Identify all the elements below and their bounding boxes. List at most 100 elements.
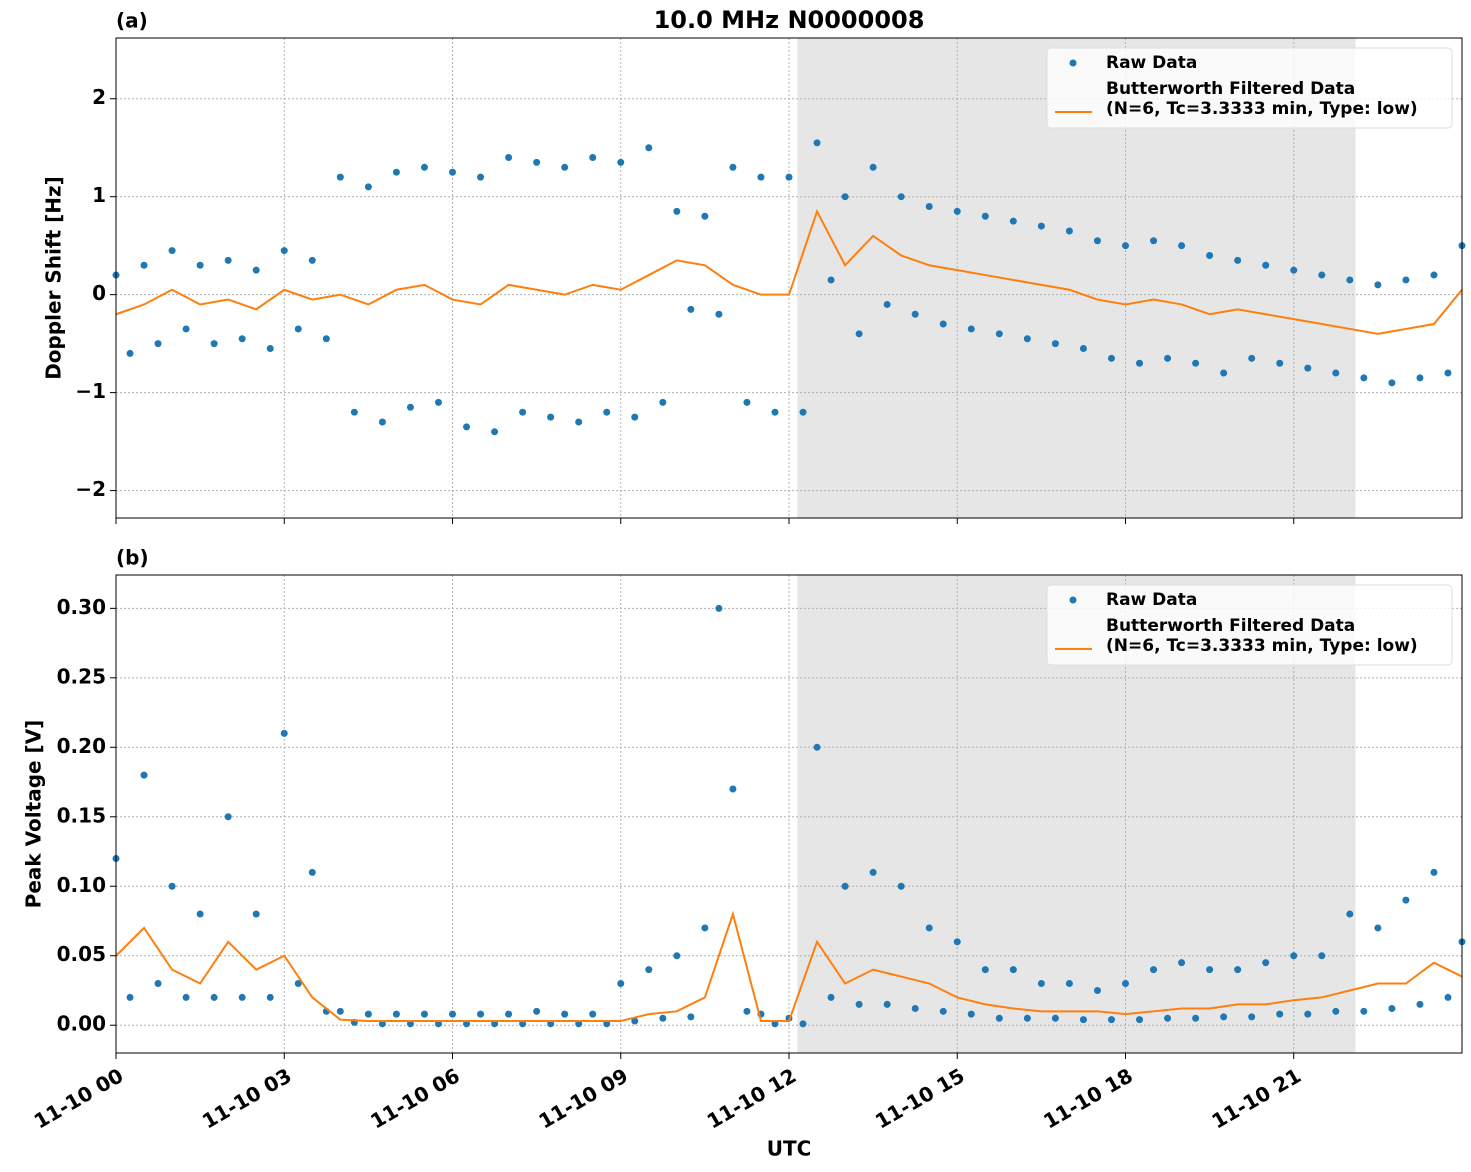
raw-point [1346, 910, 1354, 918]
raw-point [463, 1020, 471, 1028]
legend-marker [1069, 59, 1077, 67]
raw-point [463, 423, 471, 431]
raw-point [434, 1020, 442, 1028]
raw-point [911, 1005, 919, 1013]
raw-point [1248, 1013, 1256, 1021]
y-tick-label: 0.20 [57, 734, 106, 758]
raw-point [266, 345, 274, 353]
raw-point [182, 325, 190, 333]
raw-point [1374, 924, 1382, 932]
raw-point [1220, 1013, 1228, 1021]
raw-point [687, 305, 695, 313]
raw-point [406, 1020, 414, 1028]
y-tick-label: 0.00 [57, 1012, 106, 1036]
legend-label: Butterworth Filtered Data [1106, 79, 1355, 99]
raw-point [1346, 276, 1354, 284]
raw-point [799, 1020, 807, 1028]
raw-point [575, 1020, 583, 1028]
legend-box [1046, 584, 1453, 666]
raw-point [533, 1007, 541, 1015]
legend-label: Butterworth Filtered Data [1106, 616, 1355, 636]
raw-point [505, 1010, 513, 1018]
raw-point [196, 261, 204, 269]
raw-point [168, 247, 176, 255]
raw-point [547, 413, 555, 421]
raw-point [953, 207, 961, 215]
raw-point [883, 1000, 891, 1008]
y-tick-label: 0.15 [57, 803, 106, 827]
y-tick-label: 2 [92, 85, 106, 109]
legend-label: (N=6, Tc=3.3333 min, Type: low) [1106, 636, 1418, 656]
raw-point [434, 398, 442, 406]
raw-point [1009, 217, 1017, 225]
raw-point [224, 256, 232, 264]
raw-point [1150, 966, 1158, 974]
raw-point [771, 408, 779, 416]
x-tick-label: 11-10 15 [871, 1063, 969, 1133]
y-axis-label: Doppler Shift [Hz] [42, 176, 66, 380]
raw-point [925, 924, 933, 932]
x-tick-label: 11-10 12 [703, 1063, 801, 1133]
raw-point [154, 340, 162, 348]
raw-point [869, 163, 877, 171]
raw-point [603, 408, 611, 416]
filtered-line [115, 208, 1463, 335]
raw-point [981, 212, 989, 220]
raw-point [154, 980, 162, 988]
raw-point [967, 325, 975, 333]
raw-point [1262, 261, 1270, 269]
raw-point [967, 1010, 975, 1018]
raw-point [631, 1017, 639, 1025]
raw-point [1122, 242, 1129, 250]
raw-point [140, 261, 148, 269]
raw-point [266, 993, 274, 1001]
raw-point [1122, 980, 1129, 988]
raw-point [645, 144, 653, 152]
raw-point [1023, 1014, 1031, 1022]
raw-point [701, 924, 709, 932]
raw-point [547, 1020, 555, 1028]
raw-point [729, 785, 737, 793]
raw-point [645, 966, 653, 974]
raw-point [1178, 242, 1186, 250]
raw-point [743, 398, 751, 406]
raw-point [1388, 1005, 1396, 1013]
raw-point [1037, 222, 1045, 230]
raw-point [224, 813, 232, 821]
raw-point [589, 154, 597, 162]
raw-point [210, 993, 218, 1001]
raw-point [252, 266, 260, 274]
raw-point [785, 173, 793, 181]
raw-point [813, 139, 821, 147]
raw-point [1234, 966, 1242, 974]
raw-point [238, 993, 246, 1001]
raw-point [603, 1020, 611, 1028]
raw-point [126, 993, 134, 1001]
raw-point [1318, 952, 1326, 960]
x-tick-label: 11-10 18 [1039, 1063, 1137, 1133]
y-tick-label: 0.25 [57, 664, 106, 688]
chart-title: 10.0 MHz N0000008 [654, 6, 925, 34]
raw-point [939, 320, 947, 328]
y-tick-label: 0.05 [57, 942, 106, 966]
raw-point [995, 1014, 1003, 1022]
raw-point [364, 183, 372, 191]
x-axis-label: UTC [767, 1137, 812, 1161]
raw-point [1388, 379, 1396, 387]
raw-point [1023, 335, 1031, 343]
raw-point [196, 910, 204, 918]
raw-point [420, 163, 428, 171]
raw-point [491, 1020, 499, 1028]
x-tick-label: 11-10 00 [30, 1063, 128, 1133]
raw-point [1065, 227, 1073, 235]
raw-point [1164, 1014, 1172, 1022]
raw-point [715, 310, 723, 318]
raw-point [1009, 966, 1017, 974]
x-tick-label: 11-10 21 [1207, 1063, 1305, 1133]
raw-point [953, 938, 961, 946]
raw-point [1402, 276, 1410, 284]
raw-point [855, 1000, 863, 1008]
raw-point [140, 771, 148, 779]
raw-point [336, 173, 344, 181]
raw-point [406, 403, 414, 411]
